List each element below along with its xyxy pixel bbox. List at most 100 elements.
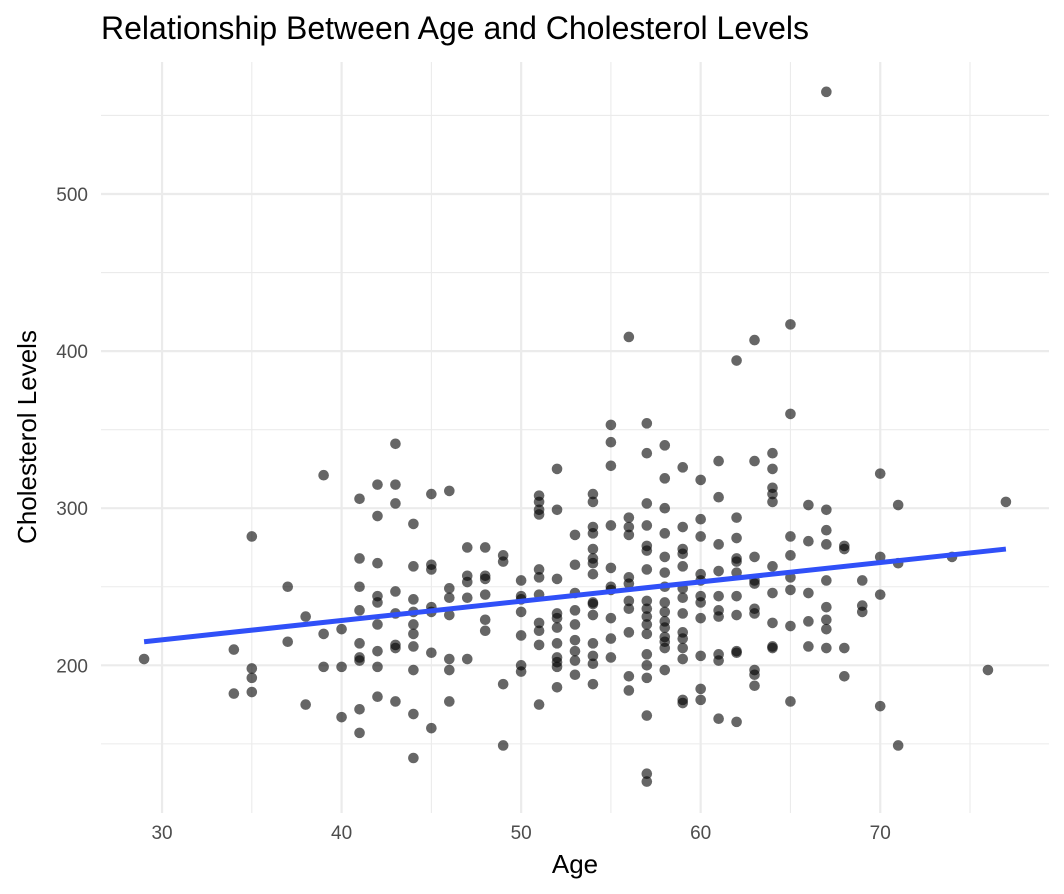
data-point (641, 520, 653, 531)
data-point (767, 561, 778, 572)
data-point (874, 589, 886, 600)
data-point (659, 567, 671, 578)
data-point (515, 575, 527, 586)
data-point (390, 438, 401, 450)
data-point (354, 553, 365, 564)
data-point (408, 708, 419, 720)
x-tick-label: 50 (511, 823, 532, 844)
data-point (533, 639, 545, 651)
data-point (641, 595, 653, 607)
data-point (587, 496, 599, 508)
data-point (444, 609, 455, 621)
data-point (641, 672, 653, 684)
x-tick-label: 70 (870, 823, 891, 844)
data-point (767, 496, 778, 508)
data-point (874, 700, 886, 712)
data-point (408, 752, 419, 764)
data-point (533, 564, 545, 575)
data-point (533, 699, 545, 710)
data-point (533, 572, 545, 583)
data-point (785, 408, 796, 420)
data-point (372, 479, 383, 490)
data-point (641, 768, 653, 780)
data-point (408, 594, 419, 605)
data-point (497, 556, 509, 567)
data-point (551, 622, 563, 633)
data-point (641, 545, 653, 556)
data-point (444, 664, 455, 676)
data-point (246, 663, 258, 674)
data-point (587, 598, 599, 610)
data-point (874, 551, 886, 563)
data-point (444, 696, 455, 707)
data-point (479, 542, 491, 553)
data-point (785, 696, 796, 707)
data-point (426, 722, 437, 734)
data-point (408, 518, 419, 530)
data-point (982, 664, 994, 676)
data-point (839, 671, 850, 682)
x-tick-label: 40 (331, 823, 352, 844)
data-point (659, 606, 671, 618)
data-point (551, 612, 563, 624)
data-point (713, 539, 724, 550)
data-point (785, 550, 796, 561)
data-point (569, 529, 581, 541)
data-point (354, 638, 365, 649)
data-point (695, 694, 706, 706)
data-point (677, 521, 689, 533)
y-tick-label: 400 (56, 342, 88, 363)
data-point (821, 86, 832, 98)
data-point (767, 642, 778, 654)
data-point (731, 647, 742, 659)
data-point (749, 608, 760, 619)
data-point (785, 584, 796, 596)
data-point (821, 614, 832, 626)
data-point (569, 605, 581, 616)
data-point (300, 699, 311, 710)
data-point (569, 559, 581, 571)
data-point (605, 612, 617, 624)
data-point (623, 595, 635, 607)
x-tick-labels: 30 40 50 60 70 (151, 823, 890, 844)
data-point (713, 713, 724, 725)
data-point (803, 641, 814, 652)
data-point (426, 647, 437, 659)
data-point (408, 641, 419, 652)
data-point (390, 642, 401, 654)
data-point (892, 499, 904, 511)
data-point (408, 561, 419, 572)
data-point (623, 627, 635, 638)
data-point (372, 619, 383, 630)
trend-line (143, 546, 1007, 645)
data-point (605, 460, 617, 472)
data-point (390, 498, 401, 509)
data-point (336, 623, 347, 635)
data-point (515, 666, 527, 677)
data-point (641, 628, 653, 640)
data-point (677, 633, 689, 644)
data-point (533, 509, 545, 520)
data-point (623, 578, 635, 589)
data-point (856, 575, 868, 586)
data-point (318, 469, 329, 481)
data-point (605, 419, 617, 431)
data-point (551, 682, 563, 693)
data-point (749, 334, 760, 346)
data-point (767, 463, 778, 475)
data-point (677, 653, 689, 665)
data-point (605, 633, 617, 644)
data-point (497, 740, 509, 751)
data-point (479, 589, 491, 600)
data-point (731, 512, 742, 523)
data-point (785, 531, 796, 542)
data-point (677, 462, 689, 473)
data-point (623, 685, 635, 696)
data-point (839, 642, 850, 654)
data-point (641, 447, 653, 459)
data-point (641, 603, 653, 615)
data-point (695, 650, 706, 662)
x-axis-title: Age (552, 849, 598, 879)
